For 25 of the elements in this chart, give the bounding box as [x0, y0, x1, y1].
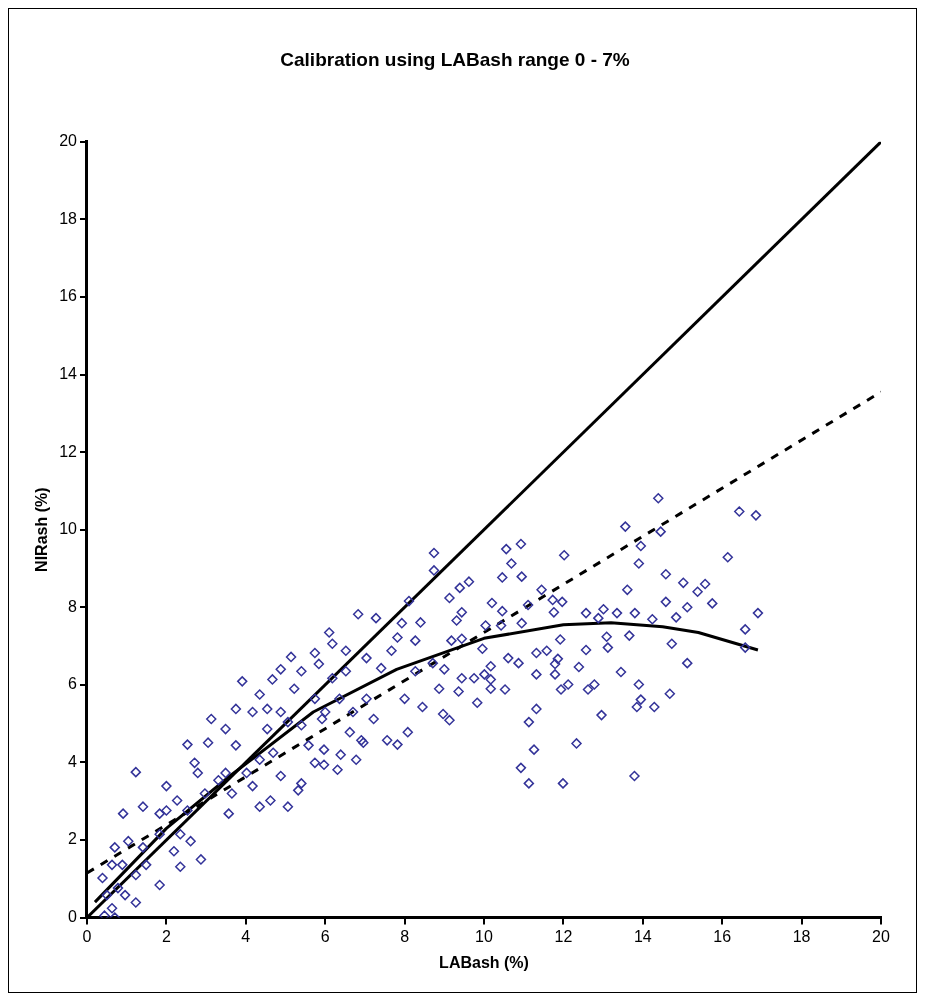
x-tick-label: 6 — [320, 927, 330, 945]
x-axis-title: LABash (%) — [439, 953, 529, 971]
chart-title: Calibration using LABash range 0 - 7% — [280, 48, 630, 70]
y-axis-title: NIRash (%) — [33, 487, 51, 572]
y-tick-label: 16 — [59, 287, 78, 305]
x-tick-label: 10 — [475, 927, 493, 945]
x-tick-label: 18 — [792, 927, 811, 945]
x-tick-label: 2 — [161, 927, 171, 945]
x-tick-label: 8 — [400, 927, 410, 945]
x-tick-label: 14 — [633, 927, 652, 945]
x-tick-label: 12 — [554, 927, 573, 945]
x-tick-label: 20 — [872, 927, 890, 945]
y-tick-label: 0 — [68, 908, 78, 926]
y-tick-label: 14 — [59, 364, 78, 382]
y-tick-label: 18 — [59, 209, 78, 227]
y-tick-label: 2 — [68, 830, 78, 848]
y-tick-label: 8 — [68, 597, 78, 615]
x-tick-label: 16 — [713, 927, 732, 945]
y-tick-label: 6 — [68, 675, 78, 693]
x-tick-label: 4 — [241, 927, 251, 945]
y-tick-label: 10 — [59, 520, 78, 538]
y-tick-label: 12 — [59, 442, 78, 460]
y-tick-label: 4 — [68, 752, 78, 770]
x-tick-label: 0 — [82, 927, 92, 945]
y-tick-label: 20 — [59, 132, 78, 150]
